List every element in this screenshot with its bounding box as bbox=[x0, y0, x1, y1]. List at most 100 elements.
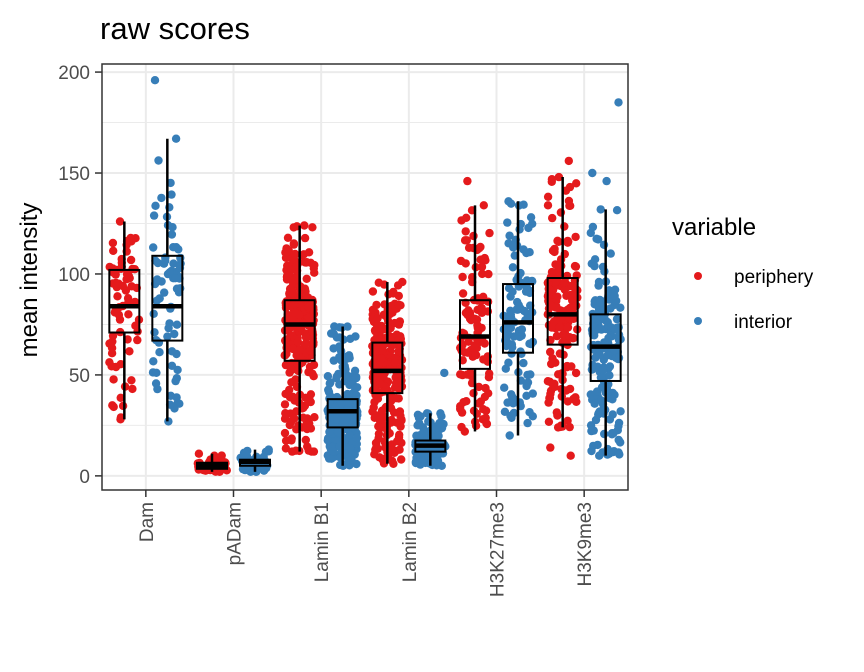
data-point-interior bbox=[323, 372, 333, 381]
data-point-periphery bbox=[485, 228, 494, 238]
data-point-periphery bbox=[553, 236, 562, 245]
data-point-periphery bbox=[553, 261, 563, 270]
data-point-periphery bbox=[392, 378, 401, 388]
data-point-periphery bbox=[111, 362, 121, 372]
data-point-interior bbox=[615, 450, 624, 459]
box-interior-padam bbox=[239, 449, 271, 472]
data-point-interior bbox=[604, 333, 613, 343]
data-point-interior bbox=[517, 331, 526, 340]
data-point-interior bbox=[522, 391, 531, 400]
data-point-periphery bbox=[397, 455, 406, 464]
data-point-interior bbox=[508, 263, 518, 272]
data-point-interior bbox=[332, 333, 342, 342]
data-point-interior bbox=[526, 370, 535, 379]
data-point-interior bbox=[589, 441, 598, 451]
box-periphery-h3k27me3 bbox=[459, 205, 491, 432]
data-point-interior bbox=[434, 431, 443, 441]
data-point-periphery bbox=[374, 278, 383, 287]
data-point-interior bbox=[161, 256, 170, 265]
data-point-interior bbox=[329, 453, 338, 462]
data-point-periphery bbox=[376, 379, 385, 389]
x-tick-label: pADam bbox=[225, 502, 246, 565]
data-point-periphery bbox=[309, 372, 318, 381]
data-point-periphery bbox=[109, 246, 118, 255]
data-point-interior bbox=[605, 415, 615, 424]
data-point-interior bbox=[151, 379, 161, 388]
data-point-periphery bbox=[289, 289, 298, 298]
data-point-periphery bbox=[289, 223, 298, 232]
data-point-periphery bbox=[563, 323, 573, 332]
data-point-interior bbox=[605, 362, 615, 371]
data-point-periphery bbox=[389, 287, 398, 297]
data-point-periphery bbox=[564, 196, 574, 206]
data-point-periphery bbox=[111, 306, 120, 316]
data-point-periphery bbox=[565, 333, 574, 342]
data-point-interior bbox=[523, 418, 532, 428]
data-point-interior bbox=[325, 379, 334, 388]
data-point-periphery bbox=[122, 270, 132, 279]
data-point-interior bbox=[432, 457, 442, 466]
data-point-interior bbox=[413, 410, 423, 419]
data-point-periphery bbox=[565, 182, 575, 192]
box-iqr bbox=[371, 341, 404, 395]
data-point-periphery bbox=[373, 314, 382, 323]
data-point-interior bbox=[332, 372, 342, 381]
y-tick-label: 200 bbox=[58, 63, 90, 84]
data-point-periphery bbox=[381, 325, 391, 334]
data-point-periphery bbox=[286, 364, 296, 374]
data-point-periphery bbox=[309, 360, 319, 370]
data-point-interior bbox=[152, 368, 161, 377]
data-point-periphery bbox=[396, 301, 405, 310]
data-point-periphery bbox=[284, 389, 293, 398]
data-point-interior bbox=[590, 255, 600, 264]
data-point-periphery bbox=[108, 337, 117, 346]
data-point-interior bbox=[151, 201, 160, 210]
x-tick-label: H3K27me3 bbox=[488, 502, 509, 597]
legend-key-periphery bbox=[694, 272, 702, 280]
data-point-interior bbox=[157, 193, 166, 203]
data-point-periphery bbox=[131, 321, 140, 330]
data-point-periphery bbox=[127, 282, 136, 291]
data-point-interior bbox=[522, 286, 532, 295]
data-point-periphery bbox=[483, 297, 493, 306]
data-point-periphery bbox=[372, 442, 381, 451]
data-point-interior bbox=[504, 284, 514, 293]
data-point-interior bbox=[167, 347, 177, 356]
data-point-periphery bbox=[563, 416, 572, 425]
box-periphery-lamin-b1 bbox=[283, 225, 316, 452]
data-point-periphery bbox=[116, 393, 125, 402]
data-point-interior bbox=[324, 385, 333, 394]
panel-background bbox=[102, 64, 628, 490]
data-point-periphery bbox=[466, 368, 475, 377]
data-point-periphery bbox=[302, 274, 311, 283]
data-point-interior bbox=[528, 412, 537, 421]
data-point-interior bbox=[610, 291, 619, 300]
data-point-periphery bbox=[554, 172, 564, 182]
data-point-periphery bbox=[560, 222, 569, 231]
y-tick-label: 150 bbox=[58, 164, 90, 185]
box-interior-lamin-b2 bbox=[414, 413, 447, 466]
data-point-interior bbox=[350, 366, 360, 375]
data-point-interior bbox=[150, 76, 160, 85]
data-point-periphery bbox=[290, 249, 300, 259]
data-point-periphery bbox=[474, 382, 483, 392]
data-point-periphery bbox=[484, 373, 494, 382]
x-tick-label: Lamin B1 bbox=[312, 502, 333, 582]
data-point-interior bbox=[512, 305, 521, 314]
data-point-periphery bbox=[108, 238, 118, 248]
data-point-interior bbox=[610, 285, 620, 294]
data-point-interior bbox=[517, 325, 527, 334]
data-point-periphery bbox=[471, 350, 481, 360]
data-point-periphery bbox=[548, 213, 557, 223]
legend-label-interior: interior bbox=[734, 312, 793, 333]
data-point-interior bbox=[325, 427, 334, 437]
data-point-interior bbox=[590, 261, 599, 271]
box-iqr bbox=[151, 254, 184, 342]
data-point-periphery bbox=[387, 415, 396, 425]
data-point-periphery bbox=[476, 397, 485, 406]
data-point-periphery bbox=[287, 436, 296, 445]
data-point-periphery bbox=[463, 310, 472, 320]
data-point-interior bbox=[171, 134, 181, 143]
data-point-periphery bbox=[288, 344, 298, 353]
data-point-periphery bbox=[570, 261, 580, 271]
